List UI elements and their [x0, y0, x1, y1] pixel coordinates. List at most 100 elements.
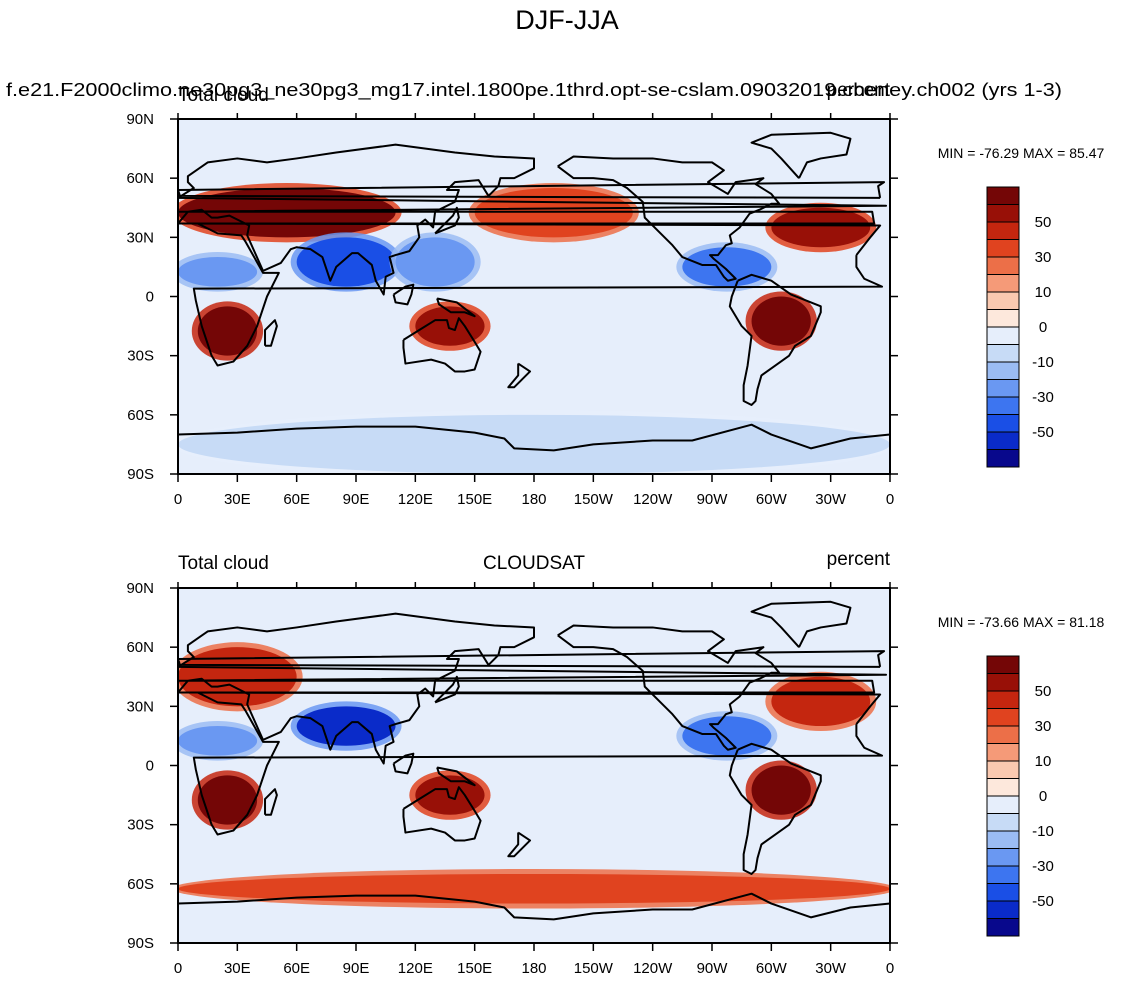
north-america-outline	[557, 155, 781, 282]
x-tick-label: 0	[886, 960, 894, 977]
colorbar-box	[986, 239, 1020, 258]
y-tick-label: 0	[146, 289, 154, 306]
y-tick-label: 60N	[126, 639, 154, 656]
x-tick-label: 150W	[574, 491, 614, 508]
contour-field	[178, 119, 890, 474]
colorbar-box	[986, 830, 1020, 849]
field-region	[296, 237, 396, 287]
field-region	[771, 207, 871, 248]
x-tick-label: 0	[174, 960, 182, 977]
uk-outline	[178, 181, 886, 199]
colorbar-label: 30	[1035, 718, 1052, 735]
field-region	[178, 647, 297, 707]
x-tick-label: 60E	[283, 491, 310, 508]
colorbar-box	[986, 309, 1020, 328]
colorbar-box	[986, 673, 1020, 692]
contour-field	[178, 588, 890, 943]
madagascar-outline	[264, 319, 278, 347]
panel-right-label: percent	[827, 549, 891, 570]
eurasia-outline	[178, 612, 888, 765]
panel-stats: MIN = -76.29 MAX = 85.47	[938, 145, 1105, 161]
x-tick-label: 120E	[398, 960, 433, 977]
x-tick-label: 30E	[224, 491, 251, 508]
new-guinea-outline	[436, 766, 476, 787]
colorbar-box	[986, 865, 1020, 884]
japan-outline	[434, 206, 460, 235]
eurasia-outline	[178, 143, 888, 296]
x-tick-label: 90W	[697, 960, 729, 977]
x-tick-label: 120E	[398, 491, 433, 508]
borneo-outline	[392, 752, 415, 775]
y-tick-label: 90N	[126, 111, 154, 128]
colorbar-box	[986, 708, 1020, 727]
y-tick-label: 90S	[127, 935, 154, 952]
colorbar-box	[986, 778, 1020, 797]
colorbar-label: -50	[1032, 424, 1054, 441]
north-america-outline	[557, 624, 781, 751]
colorbar-box	[986, 725, 1020, 744]
colorbar-label: -10	[1032, 354, 1054, 371]
x-tick-label: 60W	[756, 491, 788, 508]
y-tick-label: 30S	[127, 817, 154, 834]
y-tick-label: 30S	[127, 348, 154, 365]
x-tick-label: 150W	[574, 960, 614, 977]
greenland-outline	[750, 131, 852, 179]
x-tick-label: 60W	[756, 960, 788, 977]
antarctica-outline	[178, 423, 890, 452]
y-tick-label: 60N	[126, 170, 154, 187]
field-region	[415, 306, 485, 346]
y-tick-label: 90S	[127, 466, 154, 483]
colorbar-label: -30	[1032, 858, 1054, 875]
field-region	[178, 726, 258, 756]
greenland-outline	[750, 600, 852, 648]
colorbar-box	[986, 221, 1020, 240]
x-tick-label: 90E	[343, 960, 370, 977]
y-tick-label: 90N	[126, 580, 154, 597]
coastline-outlines	[178, 131, 890, 452]
japan-outline	[434, 675, 460, 704]
colorbar-box	[986, 396, 1020, 415]
borneo-outline	[392, 283, 415, 306]
field-region	[395, 237, 475, 287]
y-tick-label: 0	[146, 758, 154, 775]
x-tick-label: 150E	[457, 491, 492, 508]
colorbar-label: -30	[1032, 389, 1054, 406]
colorbar-box	[986, 918, 1020, 937]
colorbar-box	[986, 344, 1020, 363]
panel-left-label: Total cloud	[178, 553, 269, 574]
madagascar-outline	[264, 788, 278, 816]
x-tick-label: 60E	[283, 960, 310, 977]
colorbar-label: 10	[1035, 753, 1052, 770]
uk-outline	[178, 650, 886, 668]
field-region	[751, 765, 811, 815]
colorbar-box	[986, 743, 1020, 762]
map-panel-observation: Total cloud CLOUDSAT percent 0 30E 60E 90E 1…	[126, 549, 1104, 977]
new-guinea-outline	[436, 297, 476, 318]
coastline-outlines	[178, 600, 890, 921]
panel-left-label: Total cloud	[178, 85, 269, 106]
y-tick-label: 30N	[126, 229, 154, 246]
map-axes: 0 30E 60E 90E 120E 150E 180 150W 120W 90W 60W 30W 0 9…	[126, 580, 898, 977]
colorbar-box	[986, 256, 1020, 275]
colorbar: 50 30 10 0 -10 -30 -50	[986, 655, 1054, 937]
x-tick-label: 30W	[815, 960, 847, 977]
new-zealand-outline	[507, 831, 532, 858]
colorbar-box	[986, 431, 1020, 450]
colorbar-box	[986, 186, 1020, 205]
field-region	[771, 676, 871, 727]
x-tick-label: 0	[886, 491, 894, 508]
x-tick-label: 120W	[633, 491, 673, 508]
map-axes: 0 30E 60E 90E 120E 150E 180 150W 120W 90W 60W 30W 0 9…	[126, 111, 898, 508]
new-zealand-outline	[507, 362, 532, 389]
field-region	[197, 775, 258, 825]
x-tick-label: 90E	[343, 491, 370, 508]
colorbar-box	[986, 361, 1020, 380]
colorbar-label: 50	[1035, 683, 1052, 700]
colorbar-label: -10	[1032, 823, 1054, 840]
colorbar-label: 30	[1035, 249, 1052, 266]
colorbar-box	[986, 204, 1020, 223]
x-tick-label: 30E	[224, 960, 251, 977]
y-tick-label: 30N	[126, 698, 154, 715]
colorbar-box	[986, 449, 1020, 468]
